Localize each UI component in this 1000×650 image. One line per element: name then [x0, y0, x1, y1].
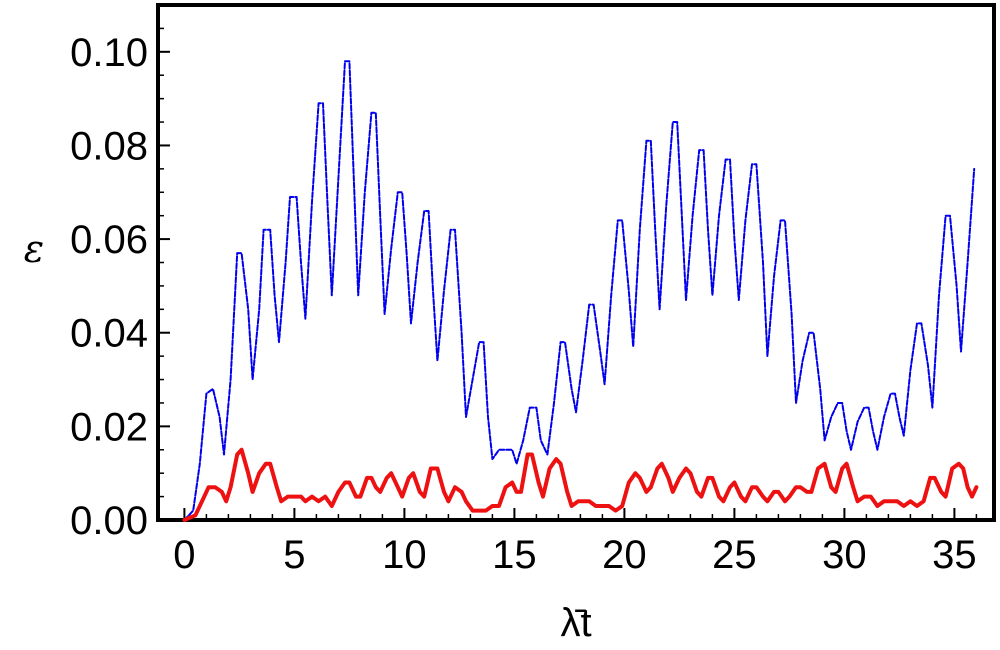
y-axis-title: ε	[24, 227, 44, 271]
x-axis-ticks: 0 5 10 15 20 25 30 35	[173, 508, 978, 577]
x-axis-title: λ̄t	[560, 601, 591, 645]
y-axis-ticks: 0.00 0.02 0.04 0.06 0.08 0.10	[70, 27, 170, 543]
y-tick-label: 0.08	[70, 124, 148, 168]
y-tick-label: 0.04	[70, 312, 148, 356]
y-tick-label: 0.02	[70, 405, 148, 449]
y-tick-label: 0.06	[70, 218, 148, 262]
x-tick-label: 30	[822, 533, 867, 577]
plot-frame	[156, 3, 996, 522]
series-group	[182, 60, 979, 522]
x-tick-label: 35	[932, 533, 977, 577]
x-tick-label: 5	[283, 533, 305, 577]
x-tick-label: 25	[712, 533, 757, 577]
y-tick-label: 0.00	[70, 499, 148, 543]
x-tick-label: 10	[382, 533, 427, 577]
x-tick-label: 15	[492, 533, 537, 577]
series-line-red-solid	[182, 447, 979, 522]
series-line-blue-dashed	[183, 60, 976, 521]
x-tick-label: 0	[173, 533, 195, 577]
y-tick-label: 0.10	[70, 31, 148, 75]
x-tick-label: 20	[602, 533, 647, 577]
